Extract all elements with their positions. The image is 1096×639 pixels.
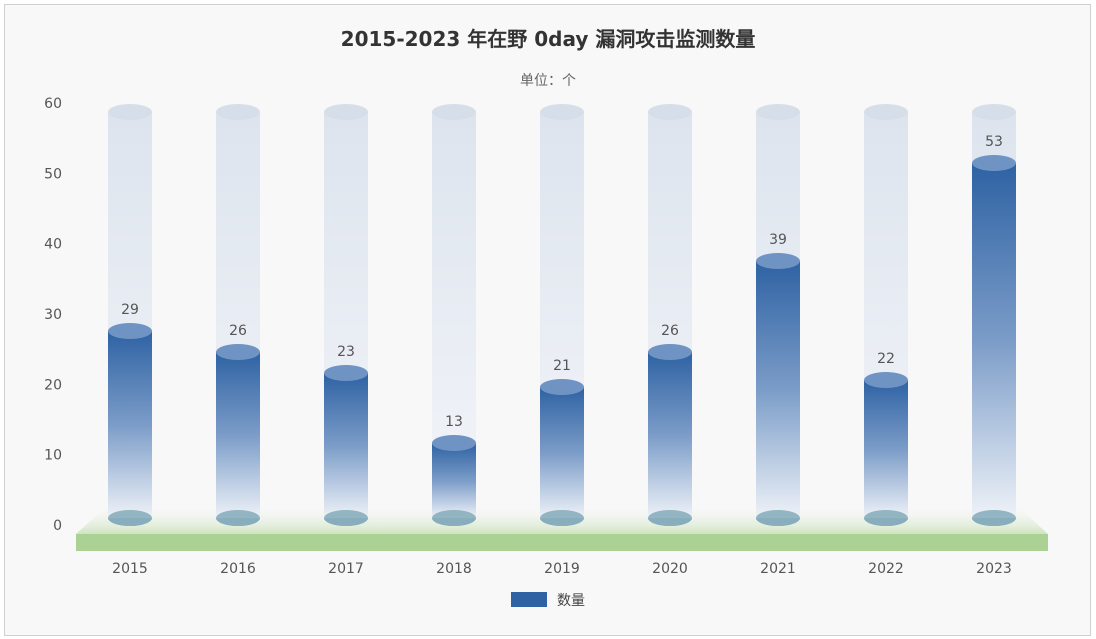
data-label: 26 [229,323,247,339]
bar-cap [756,253,800,269]
bar-bottom [756,510,800,526]
bar-bottom [972,510,1016,526]
bar-2017: 23 [324,104,368,526]
legend-swatch [511,592,547,607]
bar-background-cap [216,104,260,120]
bar-2015: 29 [108,104,152,526]
bar-cap [648,344,692,360]
bar-bottom [864,510,908,526]
legend-label: 数量 [557,593,585,609]
bar-background-cap [756,104,800,120]
bar [756,261,800,518]
bar-bottom [108,510,152,526]
y-tick-label: 0 [53,518,62,534]
bar-2018: 13 [432,104,476,526]
bar-cap [432,435,476,451]
bar-cap [108,323,152,339]
bar [864,380,908,518]
bar-background-cap [864,104,908,120]
bar [108,331,152,518]
data-label: 29 [121,302,139,318]
data-label: 23 [337,344,355,360]
x-tick-label: 2022 [868,561,904,577]
bar [432,443,476,518]
x-tick-label: 2016 [220,561,256,577]
bar-cap [540,379,584,395]
bar-bottom [648,510,692,526]
bar-bottom [540,510,584,526]
bar-2016: 26 [216,104,260,526]
y-tick-label: 20 [44,377,62,393]
bar-bottom [324,510,368,526]
bar-background-cap [108,104,152,120]
y-tick-label: 30 [44,307,62,323]
data-label: 13 [445,414,463,430]
bar-bottom [216,510,260,526]
bar-2019: 21 [540,104,584,526]
data-label: 22 [877,351,895,367]
bar [540,387,584,518]
bar-background-cap [972,104,1016,120]
bar-cap [216,344,260,360]
bar-cap [972,155,1016,171]
y-tick-label: 60 [44,96,62,112]
bar [324,373,368,518]
bar-bottom [432,510,476,526]
bar-background-cap [432,104,476,120]
bar-2023: 53 [972,104,1016,526]
x-tick-label: 2020 [652,561,688,577]
bar-background-cap [324,104,368,120]
floor-base [76,534,1048,551]
x-tick-label: 2021 [760,561,796,577]
data-label: 53 [985,134,1003,150]
data-label: 39 [769,232,787,248]
data-label: 26 [661,323,679,339]
bar-2021: 39 [756,104,800,526]
x-tick-label: 2015 [112,561,148,577]
data-label: 21 [553,358,571,374]
bar [216,352,260,518]
bar-cap [864,372,908,388]
x-tick-label: 2019 [544,561,580,577]
bar-2022: 22 [864,104,908,526]
x-tick-label: 2023 [976,561,1012,577]
bar-2020: 26 [648,104,692,526]
y-tick-label: 10 [44,448,62,464]
bar [648,352,692,518]
chart-title: 2015-2023 年在野 0day 漏洞攻击监测数量 [341,27,756,51]
bar-background-cap [648,104,692,120]
bar [972,163,1016,518]
chart-subtitle: 单位：个 [520,73,576,89]
bar-background-cap [540,104,584,120]
x-tick-label: 2017 [328,561,364,577]
y-tick-label: 40 [44,237,62,253]
y-tick-label: 50 [44,166,62,182]
x-tick-label: 2018 [436,561,472,577]
bar-cap [324,365,368,381]
